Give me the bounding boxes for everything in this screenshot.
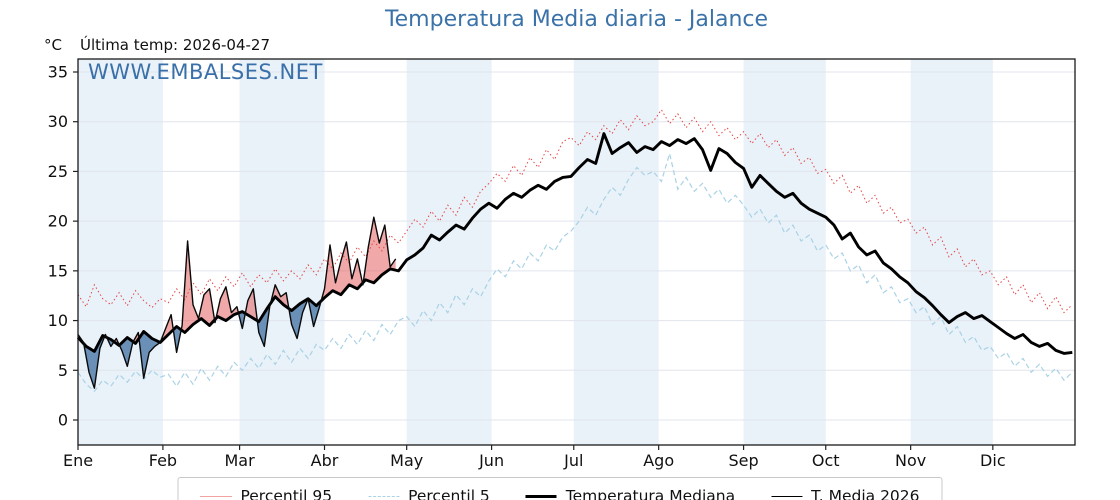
month-band [406, 59, 492, 445]
x-tick-label: May [390, 451, 423, 470]
y-tick-label: 5 [58, 361, 68, 380]
x-tick-label: Mar [225, 451, 256, 470]
p95-line [77, 108, 1073, 314]
y-tick-label: 25 [48, 162, 68, 181]
last-temp-label: Última temp: 2026-04-27 [80, 36, 271, 54]
fill-above-median [245, 288, 258, 321]
legend: Percentil 95 Percentil 5 Temperatura Med… [177, 477, 943, 500]
y-tick-label: 20 [48, 212, 68, 231]
chart-title: Temperatura Media diaria - Jalance [384, 7, 769, 32]
x-tick-label: Ene [63, 451, 93, 470]
y-tick-label: 10 [48, 311, 68, 330]
month-band [910, 59, 993, 445]
y-tick-label: 35 [48, 63, 68, 82]
month-band [239, 59, 325, 445]
y-axis-unit-label: °C [44, 36, 62, 54]
x-tick-label: Feb [149, 451, 177, 470]
fill-below-median [173, 326, 182, 353]
median-line-swatch-icon [525, 494, 557, 498]
y-tick-label: 0 [58, 411, 68, 430]
p95-line-swatch-icon [200, 495, 232, 497]
legend-item-mediana: Temperatura Mediana [525, 487, 736, 500]
legend-item-percentil-5: Percentil 5 [368, 487, 490, 500]
x-tick-label: Nov [895, 451, 926, 470]
p5-line [77, 151, 1073, 393]
watermark: WWW.EMBALSES.NET [88, 60, 323, 84]
fill-above-median [215, 286, 239, 321]
legend-label: T. Media 2026 [811, 487, 920, 500]
p5-line-swatch-icon [368, 495, 400, 497]
fill-below-median [119, 337, 134, 367]
month-band [743, 59, 826, 445]
x-tick-label: Jun [478, 451, 504, 470]
x-tick-label: Ago [643, 451, 674, 470]
fill-above-median [270, 284, 289, 309]
month-band [573, 59, 659, 445]
median-line [76, 132, 1073, 355]
x-tick-label: Dic [980, 451, 1006, 470]
fill-below-median [139, 331, 161, 379]
fill-below-median [238, 311, 246, 329]
fill-below-median [288, 298, 322, 339]
t2026-line-swatch-icon [771, 495, 803, 497]
y-tick-label: 15 [48, 261, 68, 280]
legend-item-percentil-95: Percentil 95 [200, 487, 332, 500]
legend-item-t-media-2026: T. Media 2026 [771, 487, 920, 500]
month-band [78, 59, 163, 445]
x-tick-label: Jul [563, 451, 583, 470]
legend-label: Percentil 5 [408, 487, 490, 500]
x-tick-label: Sep [729, 451, 759, 470]
t2026-line [77, 216, 397, 389]
legend-label: Percentil 95 [240, 487, 333, 500]
axis-border [77, 58, 1076, 446]
y-tick-label: 30 [48, 112, 68, 131]
legend-label: Temperatura Mediana [565, 487, 736, 500]
x-tick-label: Oct [812, 451, 840, 470]
x-tick-label: Abr [311, 451, 339, 470]
